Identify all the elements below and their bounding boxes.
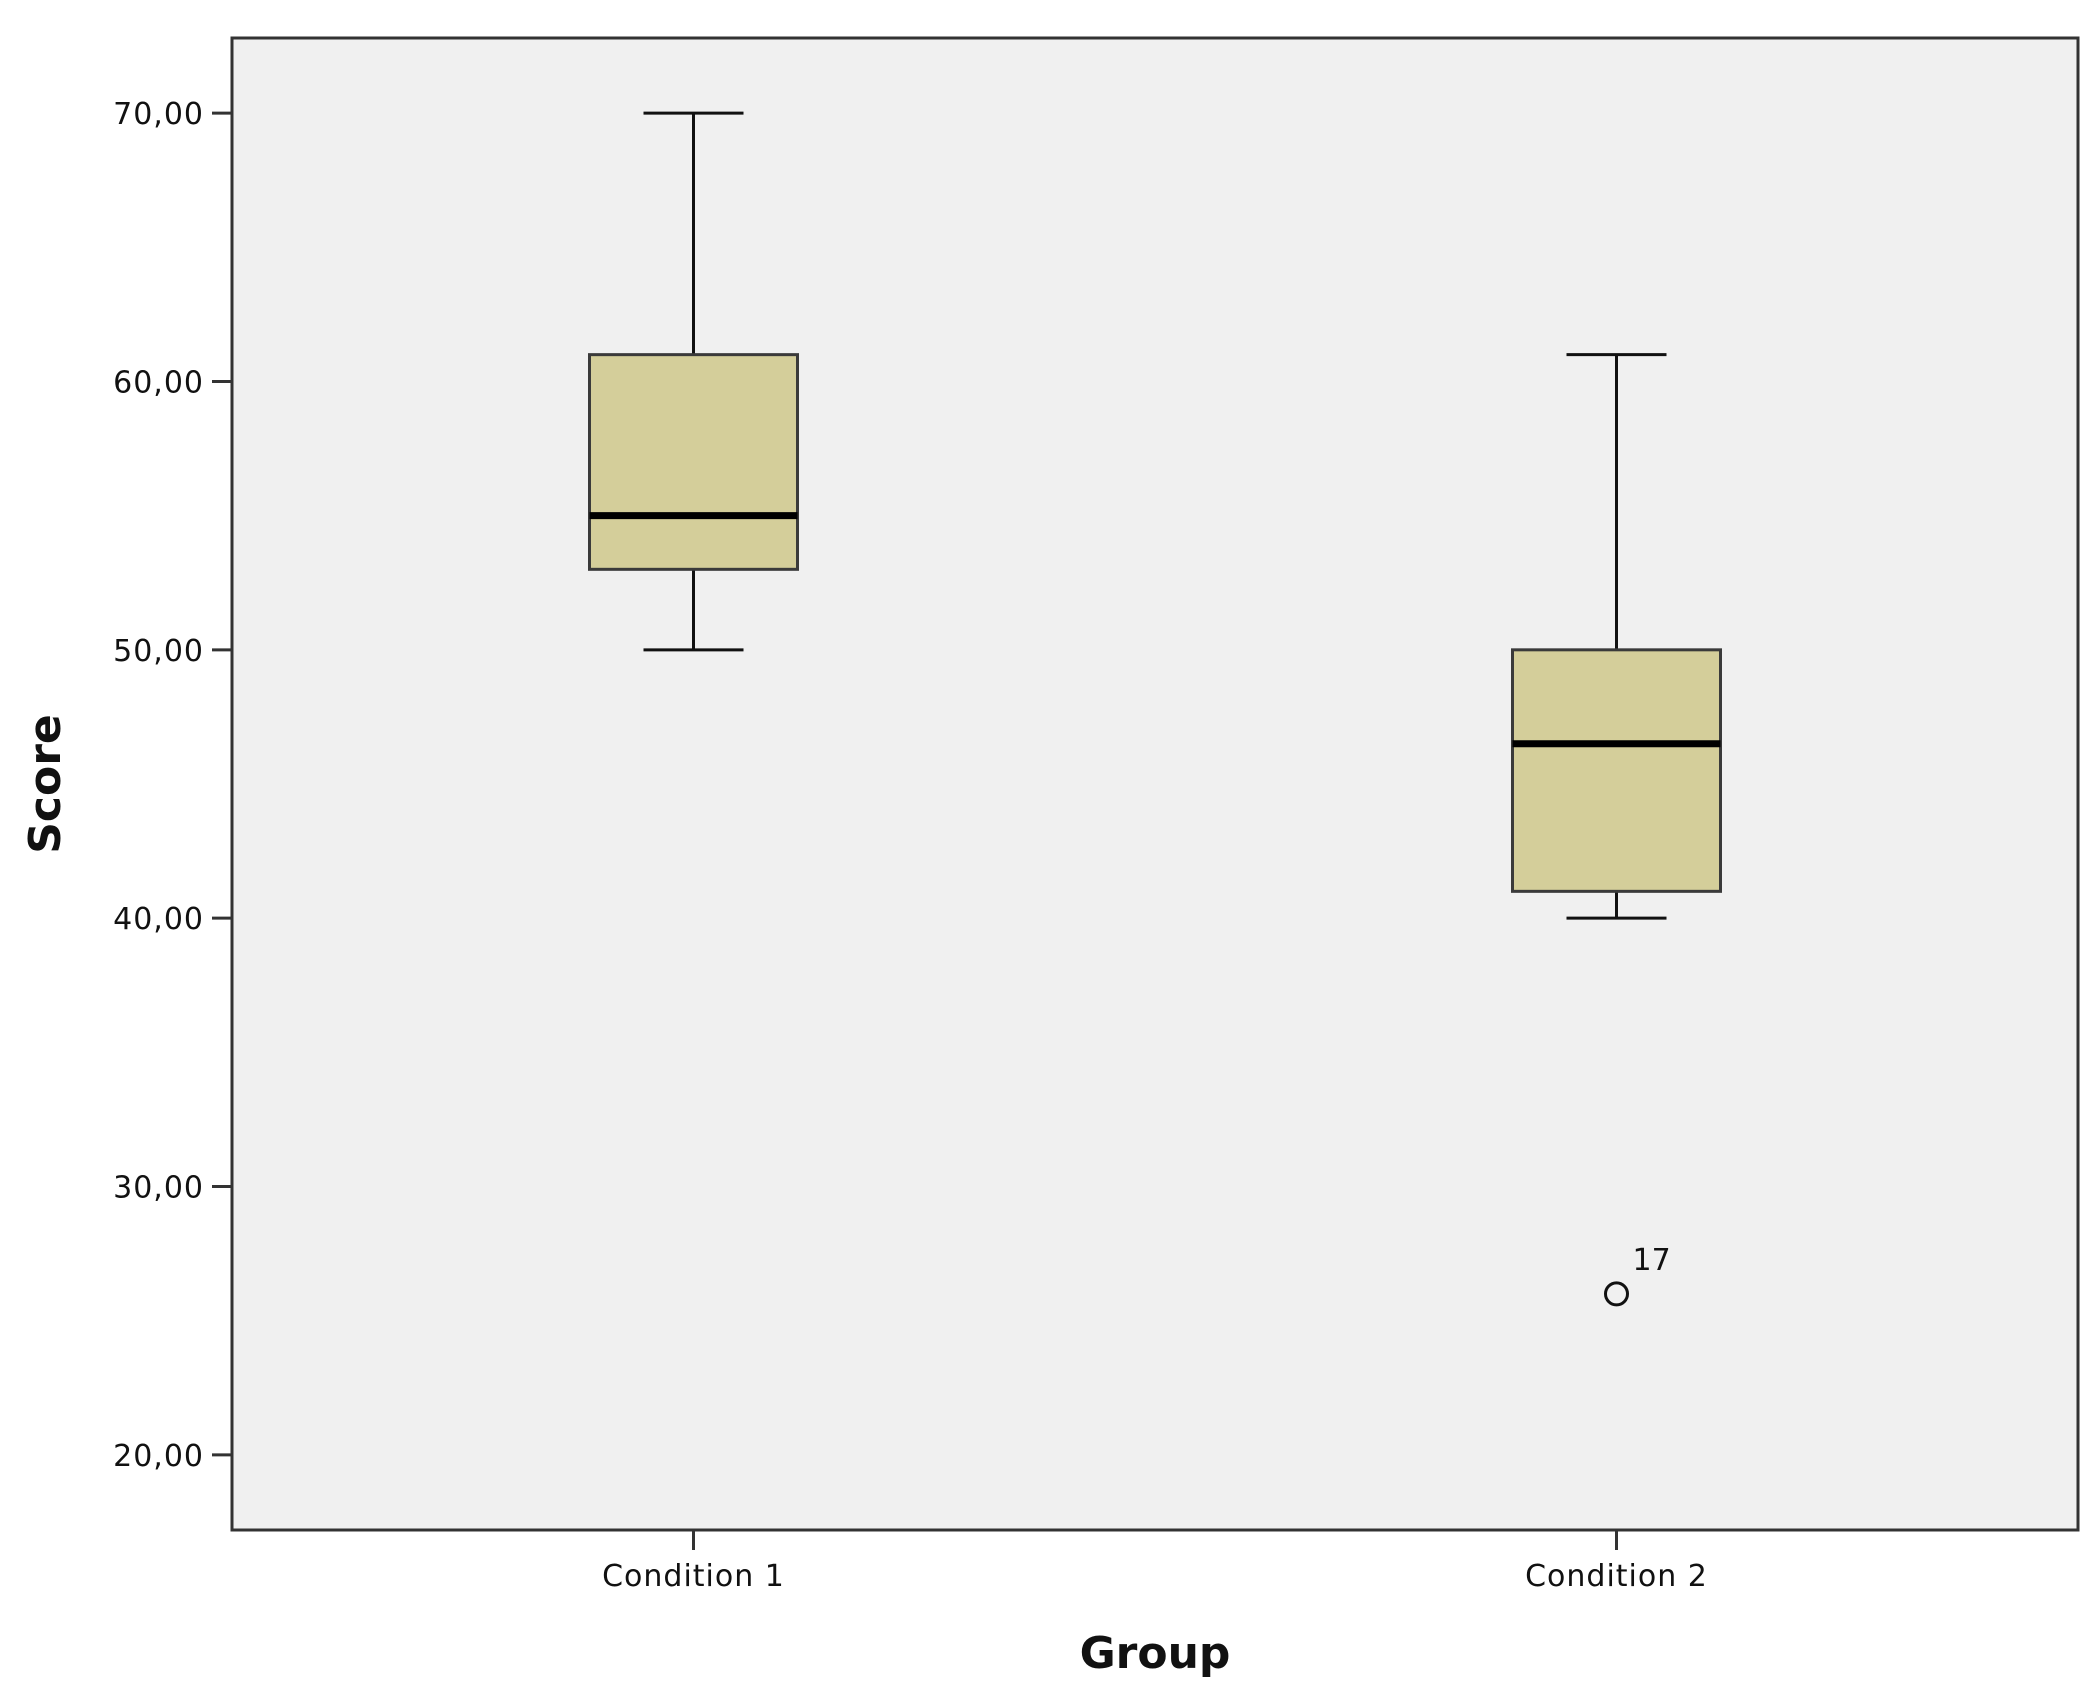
- y-tick-label: 30,00: [113, 1171, 204, 1206]
- outlier-point: [1604, 1281, 1629, 1307]
- y-tick-label: 50,00: [113, 634, 204, 669]
- boxes: 17: [588, 111, 1722, 1307]
- x-tick-label: Condition 1: [602, 1559, 785, 1594]
- iqr-box: [1511, 648, 1722, 893]
- y-tick-label: 40,00: [113, 902, 204, 937]
- box-group: 17: [1511, 353, 1722, 1307]
- x-axis: Condition 1 Condition 2: [602, 1530, 1708, 1594]
- x-tick-label: Condition 2: [1525, 1559, 1708, 1594]
- y-axis-title: Score: [20, 714, 71, 854]
- outlier-label: 17: [1633, 1243, 1671, 1278]
- iqr-box: [588, 353, 799, 571]
- y-tick-label: 60,00: [113, 365, 204, 400]
- y-tick-label: 20,00: [113, 1439, 204, 1474]
- box-group: [588, 111, 799, 652]
- y-tick-label: 70,00: [113, 97, 204, 132]
- plot-area: [230, 36, 2080, 1532]
- y-axis: 20,00 30,00 40,00 50,00 60,00 70,00: [113, 97, 232, 1474]
- x-axis-title: Group: [1080, 1628, 1231, 1679]
